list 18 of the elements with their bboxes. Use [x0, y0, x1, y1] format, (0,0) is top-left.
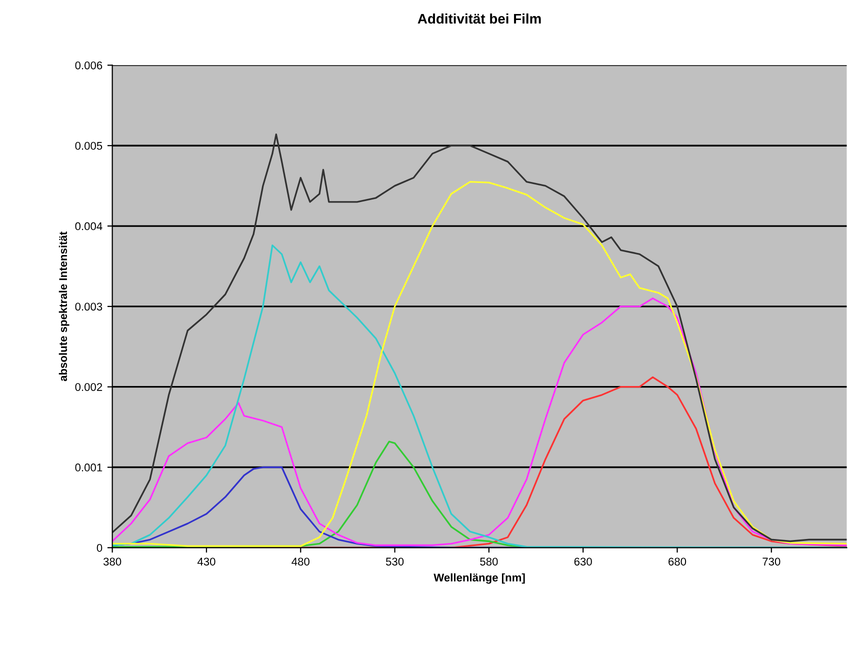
x-tick-label: 430	[197, 558, 216, 566]
y-tick-label: 0.005	[75, 142, 102, 150]
x-tick-label: 530	[386, 558, 404, 566]
y-tick-label: 0.006	[75, 61, 102, 70]
x-axis-title: Wellenlänge [nm]	[434, 573, 525, 584]
x-tick-label: 580	[480, 558, 498, 566]
y-axis-title: absolute spektrale Intensität	[58, 232, 70, 382]
y-tick-label: 0	[96, 544, 102, 552]
y-tick-label: 0.003	[75, 302, 102, 311]
y-tick-label: 0.002	[75, 383, 102, 391]
x-tick-label: 730	[762, 558, 780, 566]
y-tick-label: 0.004	[75, 222, 102, 230]
chart-title: Additivität bei Film	[418, 13, 541, 24]
x-tick-label: 630	[574, 558, 592, 566]
x-tick-label: 480	[292, 558, 310, 566]
x-tick-label: 680	[668, 558, 686, 566]
x-tick-label: 380	[103, 558, 122, 566]
y-tick-label: 0.001	[75, 464, 102, 472]
